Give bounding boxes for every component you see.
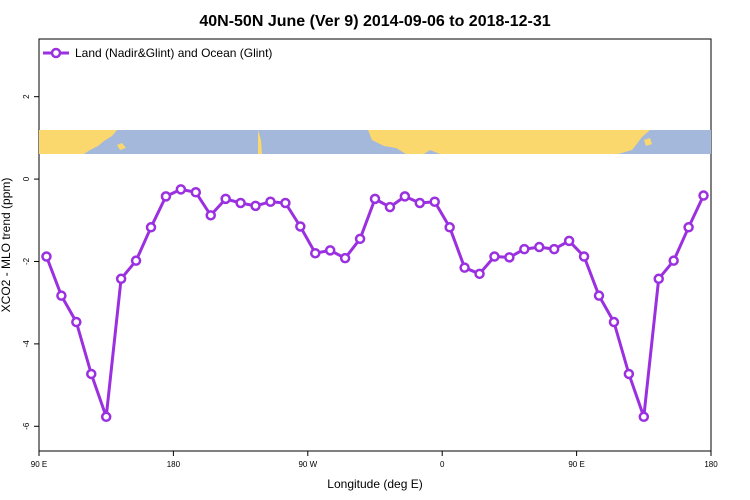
x-tick-label: 0 xyxy=(440,460,445,469)
series-layer xyxy=(41,184,709,423)
data-point xyxy=(698,190,709,201)
data-point xyxy=(41,251,52,262)
data-point xyxy=(160,191,172,202)
legend: Land (Nadir&Glint) and Ocean (Glint) xyxy=(43,46,272,60)
y-tick-label: -2 xyxy=(22,257,31,265)
data-point xyxy=(578,251,590,262)
y-tick-label: -4 xyxy=(22,340,31,348)
land-eurasia-west xyxy=(258,130,262,154)
y-tick-label: -6 xyxy=(22,422,31,430)
data-point xyxy=(295,221,306,232)
data-point xyxy=(250,200,261,212)
data-point xyxy=(86,368,97,380)
data-point xyxy=(519,243,530,255)
land-islands xyxy=(644,138,652,146)
chart-title: 40N-50N June (Ver 9) 2014-09-06 to 2018-… xyxy=(199,13,550,30)
data-point xyxy=(534,241,545,253)
x-tick-label: 90 W xyxy=(298,460,317,469)
data-point xyxy=(668,255,679,266)
data-point xyxy=(220,193,231,205)
data-point xyxy=(190,187,202,198)
data-point xyxy=(593,290,605,301)
data-point xyxy=(175,184,187,195)
data-point xyxy=(683,222,694,233)
series-line xyxy=(45,187,705,419)
data-point xyxy=(310,247,321,259)
data-point xyxy=(145,222,157,233)
x-tick-label: 90 E xyxy=(31,460,47,469)
data-point xyxy=(205,210,216,221)
data-point xyxy=(399,191,411,202)
x-tick-label: 180 xyxy=(167,460,181,469)
data-point xyxy=(444,222,455,233)
y-axis-label: XCO2 - MLO trend (ppm) xyxy=(0,178,13,313)
data-point xyxy=(623,368,635,380)
data-point xyxy=(369,193,381,205)
land-ocean-map-strip xyxy=(39,130,711,154)
x-axis-ticks: 90 E 180 90 W 0 90 E 180 xyxy=(31,451,718,469)
y-tick-label: 0 xyxy=(22,176,31,181)
x-tick-label: 90 E xyxy=(568,460,584,469)
data-point xyxy=(324,245,336,256)
data-point xyxy=(429,196,440,207)
legend-marker-swatch xyxy=(50,47,62,59)
data-point xyxy=(608,316,620,328)
data-point xyxy=(489,251,500,262)
land-europe-asia xyxy=(368,130,650,154)
data-point xyxy=(56,290,67,301)
x-tick-label: 180 xyxy=(704,460,718,469)
data-point xyxy=(115,273,127,285)
data-point xyxy=(235,197,246,209)
x-axis-label: Longitude (deg E) xyxy=(327,477,422,491)
data-point xyxy=(100,411,112,423)
data-point xyxy=(504,252,515,263)
data-point xyxy=(280,197,291,209)
data-point xyxy=(563,235,575,247)
data-point xyxy=(459,262,470,273)
data-point xyxy=(384,201,396,213)
data-point xyxy=(548,243,560,255)
data-point xyxy=(71,316,82,328)
legend-label: Land (Nadir&Glint) and Ocean (Glint) xyxy=(75,46,272,60)
data-point xyxy=(130,255,142,266)
data-point xyxy=(354,233,366,245)
data-point xyxy=(474,268,485,280)
data-point xyxy=(638,411,650,423)
plot-frame xyxy=(38,38,712,452)
data-point xyxy=(653,273,664,285)
y-tick-label: 2 xyxy=(22,94,31,99)
land-western-america xyxy=(117,143,126,150)
y-axis-ticks: -6 -4 -2 0 2 xyxy=(22,94,39,430)
data-point xyxy=(414,197,426,209)
data-point xyxy=(265,196,276,207)
land-north-america xyxy=(39,130,117,154)
data-point xyxy=(339,252,351,264)
